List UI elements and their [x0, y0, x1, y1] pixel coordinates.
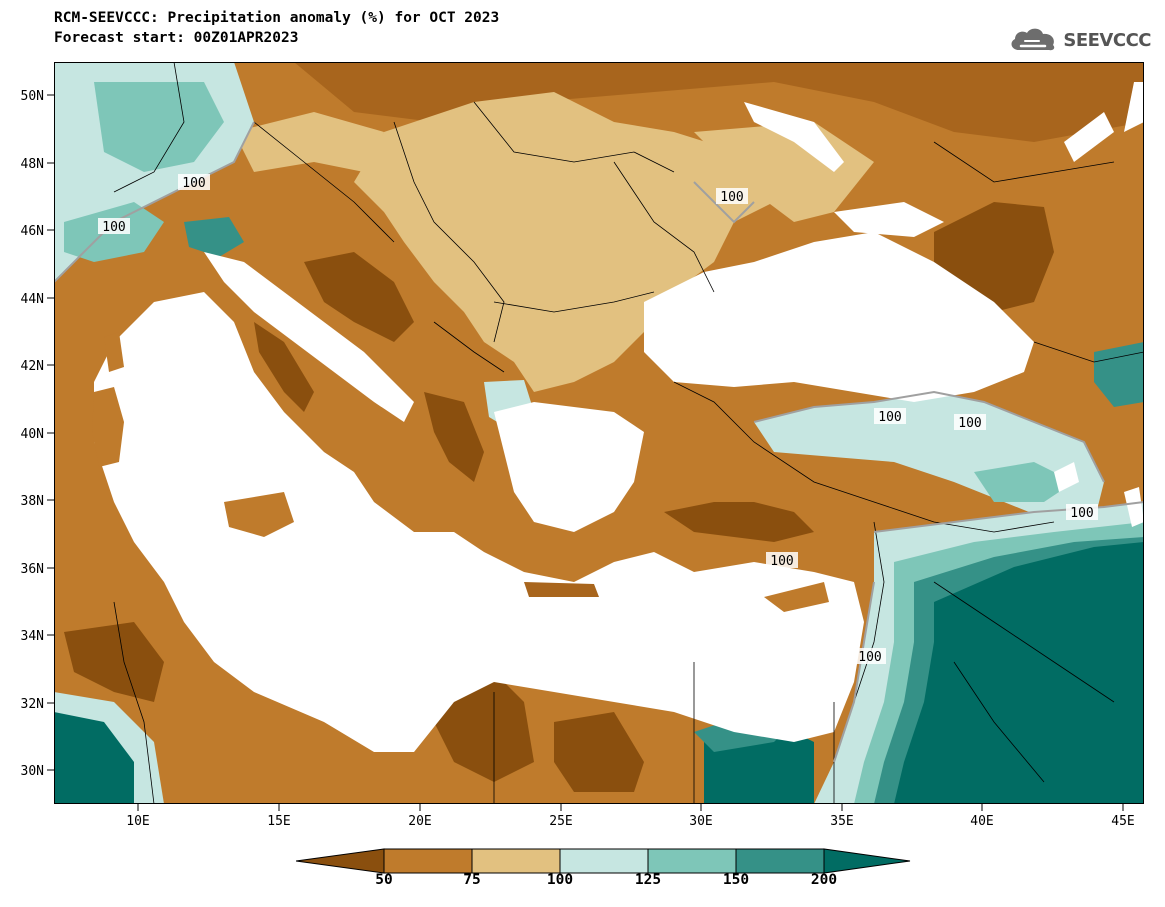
lat-tick-label: 36N [21, 562, 44, 577]
colorbar-label: 100 [546, 872, 574, 888]
island-sicily [224, 492, 294, 537]
no-data-patch-3 [1124, 82, 1144, 132]
map-subtitle: Forecast start: 00Z01APR2023 [54, 30, 299, 46]
region-teal-adriatic [184, 217, 244, 257]
lat-tick-label: 50N [21, 89, 44, 104]
colorbar-segment [559, 848, 649, 874]
precipitation-anomaly-map: 100 100 100 100 100 100 100 100 [53, 61, 1145, 805]
region-dark-brown-north [294, 62, 1144, 142]
lat-tick-label: 44N [21, 292, 44, 307]
region-dark-teal-sw [54, 712, 134, 804]
lon-tick-label: 15E [267, 814, 290, 829]
region-dark-brown-italy [254, 322, 314, 412]
lon-tick-label: 45E [1111, 814, 1134, 829]
lon-tick-label: 20E [408, 814, 431, 829]
contour-label: 100 [858, 650, 881, 665]
seevccc-logo: SEEVCCC [1007, 24, 1151, 56]
logo-text: SEEVCCC [1063, 29, 1151, 51]
contour-label: 100 [1070, 506, 1093, 521]
lon-tick-label: 35E [830, 814, 853, 829]
region-dark-teal-arabia [894, 542, 1144, 804]
region-tan-nw [234, 112, 384, 172]
lat-tick-label: 34N [21, 629, 44, 644]
contour-100 [53, 121, 1145, 763]
region-dark-brown-egypt [554, 712, 644, 792]
sea-black-sea [644, 232, 1034, 402]
colorbar-label: 125 [634, 872, 662, 888]
region-teal-caucasus [1094, 342, 1144, 407]
contour-labels: 100 100 100 100 100 100 100 100 [98, 174, 1098, 665]
sea-caspian-stub [834, 202, 944, 237]
contour-label: 100 [770, 554, 793, 569]
colorbar-segment [383, 848, 473, 874]
contour-label: 100 [182, 176, 205, 191]
colorbar-segment [471, 848, 561, 874]
island-sardinia [92, 387, 124, 467]
map-title: RCM-SEEVCCC: Precipitation anomaly (%) f… [54, 10, 500, 26]
region-dark-brown-balkans [304, 252, 414, 342]
lat-tick-label: 42N [21, 359, 44, 374]
header: RCM-SEEVCCC: Precipitation anomaly (%) f… [54, 8, 499, 48]
contour-label: 100 [878, 410, 901, 425]
island-crete [524, 582, 599, 597]
no-data-patch-5 [1124, 487, 1144, 527]
island-corsica [104, 332, 124, 372]
colorbar-segment [735, 848, 825, 874]
lat-tick-label: 46N [21, 224, 44, 239]
colorbar-label: 200 [810, 872, 838, 888]
region-teal-alps [94, 82, 224, 172]
no-data-patch-1 [744, 102, 844, 172]
map-border [54, 62, 1144, 804]
colorbar [296, 848, 911, 874]
country-borders [113, 61, 1145, 805]
no-data-patch-2 [1064, 112, 1114, 162]
colorbar-segment [296, 848, 385, 874]
cloud-icon [1011, 28, 1055, 51]
lat-tick-label: 30N [21, 764, 44, 779]
lon-tick-label: 30E [689, 814, 712, 829]
colorbar-label: 75 [463, 872, 481, 888]
sea-adriatic [204, 252, 414, 422]
island-cyprus [764, 582, 829, 612]
contour-label: 100 [720, 190, 743, 205]
map-frame: 100 100 100 100 100 100 100 100 [53, 61, 1145, 808]
colorbar-segment [823, 848, 911, 874]
lon-tick-label: 10E [126, 814, 149, 829]
lat-tick-label: 48N [21, 157, 44, 172]
sea-aegean [494, 402, 644, 532]
colorbar-label: 150 [722, 872, 750, 888]
contour-label: 100 [958, 416, 981, 431]
lon-tick-label: 25E [549, 814, 572, 829]
sea-mediterranean [94, 292, 864, 752]
lat-tick-label: 40N [21, 427, 44, 442]
region-dark-brown-albania [424, 392, 484, 482]
lat-tick-label: 32N [21, 697, 44, 712]
colorbar-label: 50 [375, 872, 393, 888]
region-dark-brown-turkey [664, 502, 814, 542]
region-teal-east-turkey [974, 462, 1074, 502]
lon-tick-label: 40E [970, 814, 993, 829]
contour-label: 100 [102, 220, 125, 235]
region-tan-central [354, 92, 774, 392]
no-data-patch-4 [1054, 462, 1079, 492]
region-dark-brown-tunisia [64, 622, 164, 702]
lat-axis: 50N 48N 46N 44N 42N 40N 38N 36N 34N 32N … [21, 89, 54, 779]
colorbar-segment [647, 848, 737, 874]
lat-tick-label: 38N [21, 494, 44, 509]
